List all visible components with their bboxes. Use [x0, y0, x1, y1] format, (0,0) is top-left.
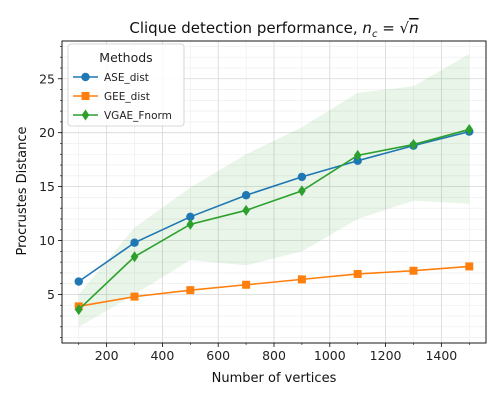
x-tick-label: 400	[150, 348, 174, 363]
data-point	[186, 286, 195, 295]
data-point	[130, 292, 139, 301]
data-point	[74, 277, 83, 286]
y-tick-label: 20	[39, 125, 55, 140]
data-point	[409, 266, 418, 275]
data-point	[74, 304, 83, 316]
confidence-band-layer	[78, 53, 470, 327]
legend-label: VGAE_Fnorm	[104, 110, 172, 122]
data-point	[353, 149, 362, 161]
legend: Methods ASE_dist GEE_dist VGAE_Fnorm	[67, 43, 185, 127]
legend-label: ASE_dist	[104, 72, 149, 84]
x-tick-label: 1400	[425, 348, 457, 363]
title-math-base: n	[362, 19, 372, 37]
data-point	[130, 251, 139, 263]
legend-entry: ASE_dist	[73, 72, 149, 84]
legend-title: Methods	[99, 50, 152, 65]
y-tick-label: 5	[47, 287, 55, 302]
series-line	[78, 265, 470, 308]
x-tick-label: 600	[206, 348, 230, 363]
x-tick-label: 1200	[370, 348, 402, 363]
confidence-band	[78, 53, 470, 327]
data-point	[298, 185, 306, 197]
data-point	[241, 191, 251, 200]
data-point	[186, 212, 195, 222]
series-VGAE_Fnorm	[74, 123, 474, 316]
title-math-sqrt-sign: √	[400, 19, 410, 37]
data-point	[297, 275, 306, 284]
legend-marker	[81, 92, 90, 100]
series-layer	[74, 123, 474, 316]
data-point	[465, 262, 474, 271]
data-point	[409, 139, 418, 151]
chart-title: Clique detection performance, nc = √n	[129, 19, 418, 40]
title-math-equals: =	[377, 19, 399, 37]
x-tick-label: 200	[95, 348, 119, 363]
legend-entry: VGAE_Fnorm	[73, 109, 172, 122]
series-line	[78, 128, 470, 311]
data-point	[242, 204, 250, 216]
chart-title-text: Clique detection performance,	[129, 19, 362, 37]
x-tick-label: 1000	[314, 348, 346, 363]
data-point	[297, 172, 307, 182]
x-tick-label: 800	[262, 348, 286, 363]
data-point	[186, 218, 195, 230]
legend-marker	[81, 72, 90, 82]
legend-marker	[81, 109, 90, 121]
data-point	[353, 269, 362, 278]
series-line	[78, 130, 470, 283]
axis-ticks: 200 400 600 800 1000 1200 1400 5 10 15 20 25	[39, 46, 470, 363]
data-point	[130, 238, 139, 247]
data-point	[465, 123, 474, 135]
series-ASE_dist	[74, 127, 474, 286]
y-tick-label: 25	[39, 71, 55, 86]
legend-box	[67, 43, 185, 127]
y-axis-label: Procrustes Distance	[15, 127, 30, 256]
legend-entries: ASE_dist GEE_dist VGAE_Fnorm	[73, 72, 172, 122]
legend-label: GEE_dist	[104, 91, 150, 103]
title-math-subscript: c	[372, 29, 378, 40]
y-tick-label: 15	[39, 179, 55, 194]
title-math-radicand: n	[409, 19, 419, 37]
legend-entry: GEE_dist	[73, 91, 150, 103]
data-point	[242, 280, 251, 289]
y-tick-label: 10	[39, 233, 55, 248]
x-axis-label: Number of vertices	[212, 371, 337, 386]
